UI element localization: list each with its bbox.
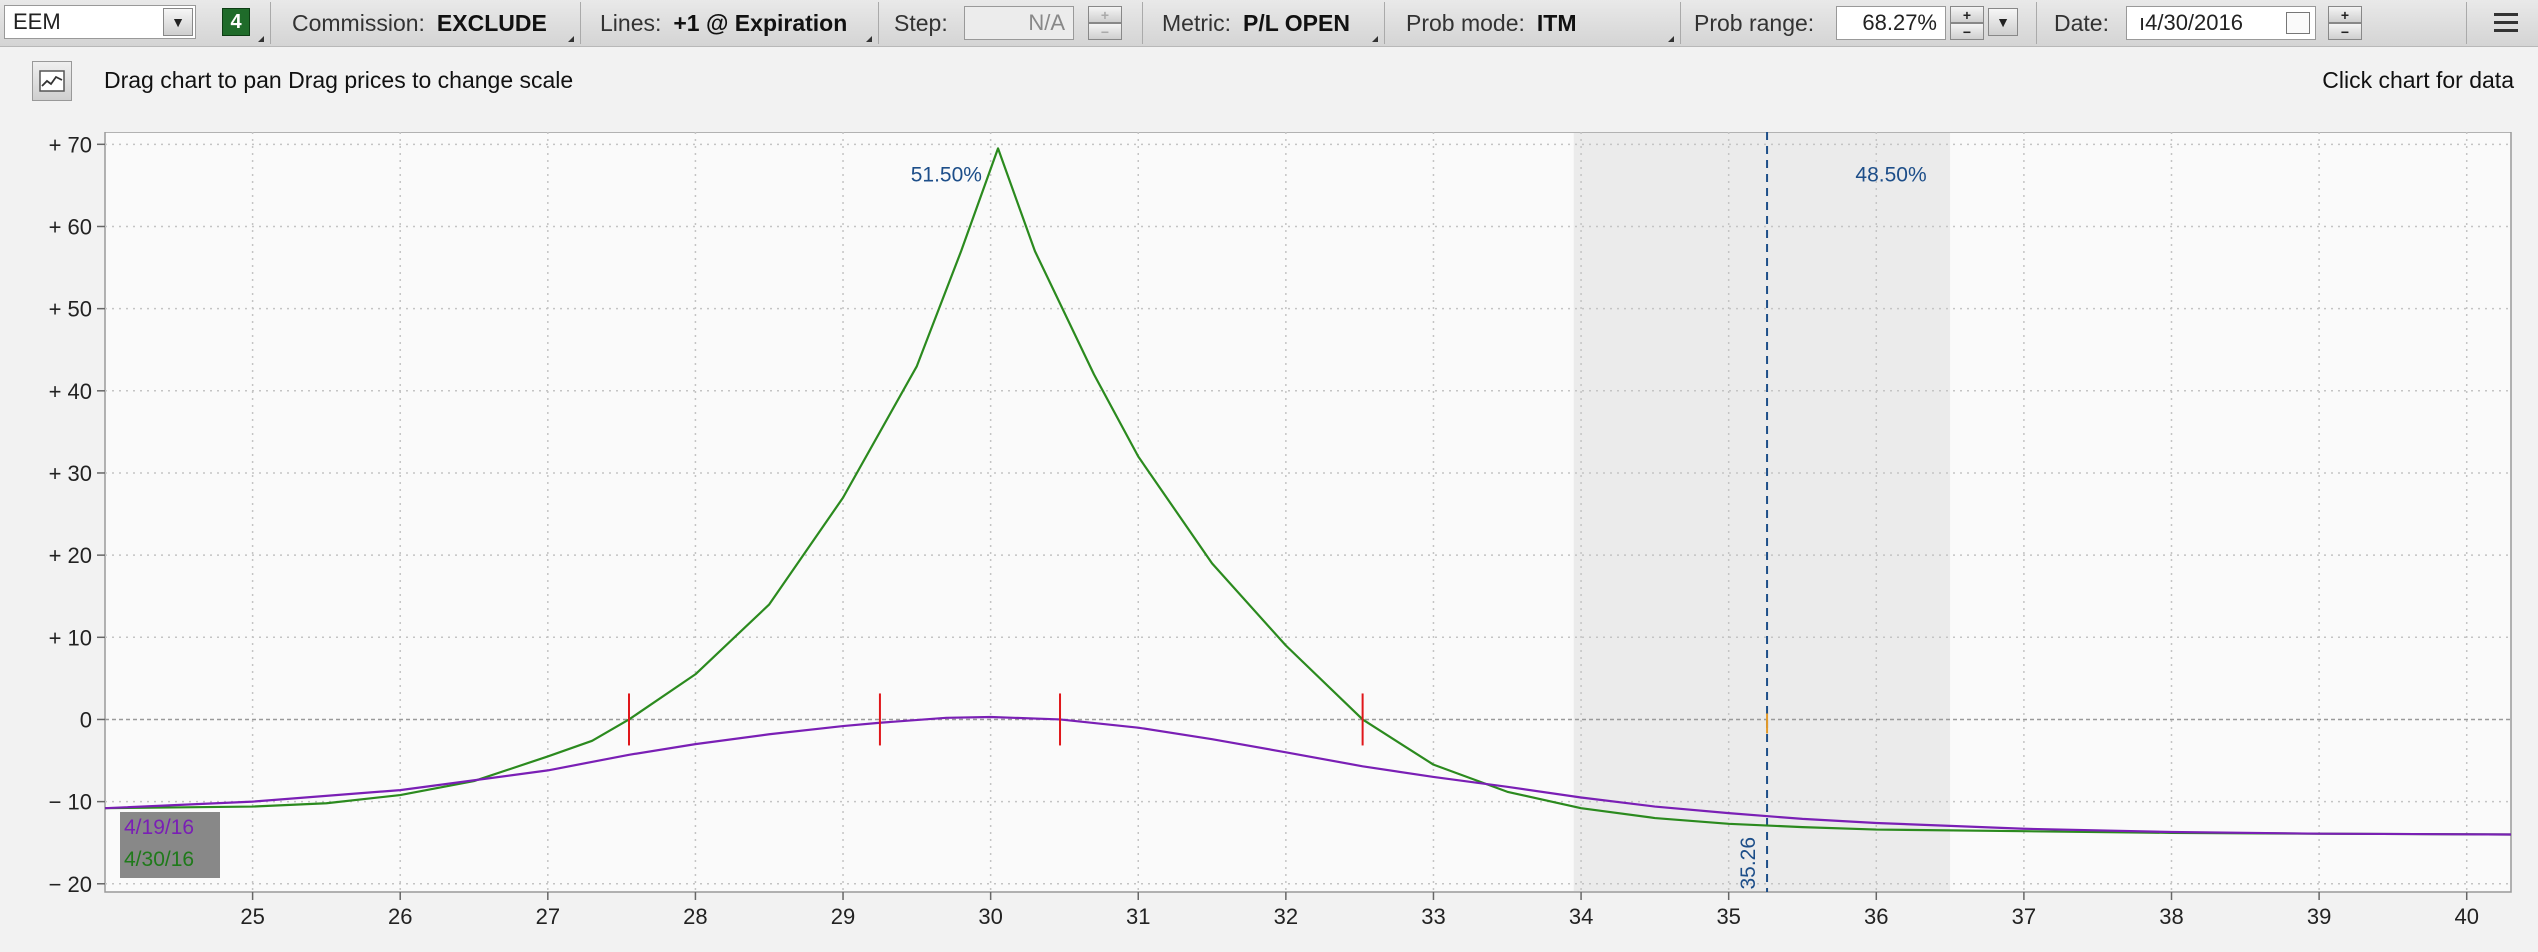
prob-mode-control[interactable]: Prob mode: ITM — [1406, 9, 1577, 36]
series-line — [104, 715, 2512, 836]
x-tick-label: 35 — [1716, 904, 1740, 929]
x-tick-label: 26 — [388, 904, 412, 929]
series-line — [104, 147, 2512, 836]
y-tick-label: − 20 — [49, 872, 92, 897]
plus-icon[interactable]: + — [2328, 6, 2362, 23]
y-tick-label: + 20 — [49, 543, 92, 568]
toolbar: EEM ▼ 4 Commission: EXCLUDE Lines: +1 @ … — [0, 0, 2538, 47]
x-tick-label: 34 — [1569, 904, 1593, 929]
y-tick-label: + 10 — [49, 625, 92, 650]
date-input[interactable]: ı4/30/2016 — [2126, 6, 2316, 40]
y-tick-label: − 10 — [49, 790, 92, 815]
x-tick-label: 31 — [1126, 904, 1150, 929]
chevron-down-icon: ▼ — [1996, 14, 2010, 30]
prob-range-input[interactable]: 68.27% — [1836, 6, 1946, 40]
x-tick-label: 29 — [831, 904, 855, 929]
legend-item: 4/19/16 — [124, 816, 195, 839]
y-tick-label: + 70 — [49, 132, 92, 157]
prob-range-dropdown-button[interactable]: ▼ — [1988, 8, 2018, 36]
prob-mode-menu-corner-icon — [1668, 36, 1674, 42]
legend-item: 4/30/16 — [124, 848, 195, 871]
metric-menu-corner-icon — [1372, 36, 1378, 42]
plus-icon[interactable]: + — [1950, 6, 1984, 23]
chart-hint: Drag chart to pan Drag prices to change … — [104, 67, 574, 93]
x-tick-label: 38 — [2159, 904, 2183, 929]
x-tick-label: 30 — [978, 904, 1002, 929]
probability-label: 51.50% — [911, 163, 982, 186]
symbol-value: EEM — [13, 9, 61, 34]
x-tick-label: 25 — [240, 904, 264, 929]
x-tick-label: 28 — [683, 904, 707, 929]
minus-icon[interactable]: − — [1950, 23, 1984, 40]
pl-chart[interactable]: + 70 + 60 + 50 + 40 + 30 + 20 + 10 0 − 10 − 20 25… — [0, 132, 2538, 952]
commission-control[interactable]: Commission: EXCLUDE — [292, 9, 547, 36]
commission-value: EXCLUDE — [436, 9, 547, 36]
minus-icon[interactable]: − — [2328, 23, 2362, 40]
lines-control[interactable]: Lines: +1 @ Expiration — [600, 9, 848, 36]
prob-range-label: Prob range: — [1694, 9, 1815, 36]
y-tick-label: + 50 — [49, 297, 92, 322]
current-price-label: 35.26 — [1737, 837, 1760, 890]
symbol-dropdown-button[interactable]: ▼ — [163, 8, 193, 36]
x-tick-label: 39 — [2307, 904, 2331, 929]
plus-icon[interactable]: + — [1088, 6, 1122, 23]
date-label: Date: — [2054, 9, 2109, 36]
link-group-badge[interactable]: 4 — [222, 8, 250, 36]
probability-label: 48.50% — [1855, 163, 1926, 186]
step-input[interactable]: N/A — [964, 6, 1074, 40]
probability-band — [1573, 133, 1951, 891]
x-tick-label: 40 — [2454, 904, 2478, 929]
metric-value: P/L OPEN — [1243, 9, 1350, 36]
step-label: Step: — [894, 9, 948, 36]
chevron-down-icon: ▼ — [171, 14, 185, 30]
x-tick-label: 36 — [1864, 904, 1888, 929]
x-tick-label: 32 — [1274, 904, 1298, 929]
legend: 4/19/16 4/30/16 — [120, 812, 220, 878]
plot-area[interactable] — [104, 132, 2512, 893]
y-tick-label: + 40 — [49, 379, 92, 404]
y-tick-label: 0 — [80, 707, 92, 732]
commission-menu-corner-icon — [568, 36, 574, 42]
symbol-input[interactable]: EEM ▼ — [4, 5, 196, 39]
badge-menu-corner-icon — [258, 36, 264, 42]
x-tick-label: 33 — [1421, 904, 1445, 929]
x-tick-label: 37 — [2012, 904, 2036, 929]
y-tick-label: + 30 — [49, 461, 92, 486]
step-stepper[interactable]: + − — [1088, 6, 1122, 40]
metric-control[interactable]: Metric: P/L OPEN — [1162, 9, 1350, 36]
chart-data-hint: Click chart for data — [2322, 67, 2514, 93]
chart-settings-button[interactable] — [32, 61, 72, 101]
lines-value: +1 @ Expiration — [673, 9, 848, 36]
date-stepper[interactable]: + − — [2328, 6, 2362, 40]
x-tick-label: 27 — [536, 904, 560, 929]
calendar-icon[interactable] — [2286, 12, 2310, 34]
prob-mode-value: ITM — [1536, 9, 1577, 36]
line-chart-icon — [39, 70, 65, 92]
y-tick-label: + 60 — [49, 214, 92, 239]
minus-icon[interactable]: − — [1088, 23, 1122, 40]
lines-menu-corner-icon — [866, 36, 872, 42]
menu-icon[interactable] — [2494, 10, 2518, 34]
prob-range-stepper[interactable]: + − — [1950, 6, 1984, 40]
